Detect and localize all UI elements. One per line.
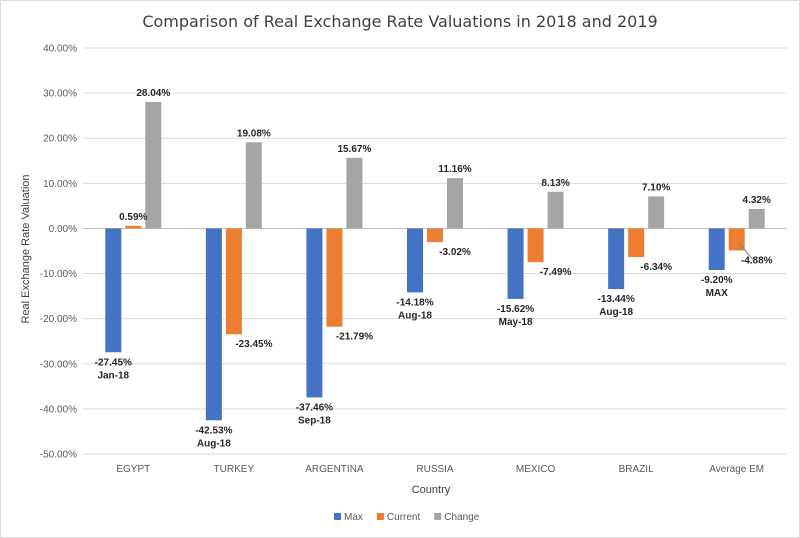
y-tick-label: 10.00%	[43, 179, 77, 190]
y-tick-label: -40.00%	[40, 404, 77, 415]
data-label: -6.34%	[640, 262, 672, 273]
bar-change	[447, 178, 463, 229]
data-label: -42.53%	[195, 425, 232, 436]
data-label: -14.18%	[396, 297, 433, 308]
bar-change	[346, 157, 363, 229]
y-axis-title: Real Exchange Rate Valuation	[20, 174, 32, 323]
bar-change	[145, 101, 162, 229]
x-tick-label: RUSSIA	[416, 464, 454, 475]
data-sublabel: Aug-18	[599, 307, 633, 318]
x-tick-label: MEXICO	[516, 464, 556, 475]
x-tick-label: EGYPT	[116, 464, 150, 475]
data-label: -4.88%	[741, 255, 773, 266]
bar-max	[507, 228, 524, 299]
bar-change	[748, 208, 765, 229]
legend-label: Current	[387, 512, 421, 523]
legend-swatch	[376, 513, 384, 520]
y-tick-labels: 40.00% 30.00% 20.00% 10.00% 0.00% -10.00% -20.…	[40, 44, 77, 461]
data-label: 8.13%	[541, 178, 569, 189]
bar-current	[326, 228, 343, 327]
x-tick-labels: EGYPT TURKEY ARGENTINA RUSSIA MEXICO BRAZIL Av…	[116, 464, 764, 475]
bar-change	[648, 196, 665, 229]
bar-current	[427, 228, 443, 243]
data-sublabel: Aug-18	[197, 438, 231, 449]
legend-swatch	[434, 513, 442, 520]
data-label: -3.02%	[439, 247, 471, 258]
y-tick-label: 20.00%	[43, 134, 77, 145]
data-sublabel: Aug-18	[398, 310, 432, 321]
bar-max	[708, 228, 725, 270]
bar-max	[205, 228, 222, 421]
data-label: -13.44%	[598, 294, 635, 305]
data-label: -9.20%	[701, 275, 733, 286]
y-tick-label: 0.00%	[49, 224, 77, 235]
x-tick-label: TURKEY	[214, 464, 255, 475]
data-label: -27.45%	[95, 357, 132, 368]
y-tick-label: -10.00%	[40, 269, 77, 280]
bar-change	[245, 142, 262, 229]
x-tick-label: ARGENTINA	[305, 464, 364, 475]
data-label: -23.45%	[235, 339, 272, 350]
data-sublabel: Jan-18	[97, 370, 129, 381]
bar-max	[306, 228, 323, 398]
x-tick-label: BRAZIL	[619, 464, 654, 475]
data-sublabel: Sep-18	[298, 415, 331, 426]
data-label: 0.59%	[119, 212, 147, 223]
bar-max	[105, 228, 122, 353]
y-tick-label: 40.00%	[43, 44, 77, 55]
data-sublabel: May-18	[499, 317, 533, 328]
y-tick-label: -20.00%	[40, 314, 77, 325]
data-label: -15.62%	[497, 304, 534, 315]
legend-swatch	[334, 513, 341, 520]
bar-max	[407, 228, 423, 293]
x-axis-title: Country	[412, 484, 451, 496]
leader-line	[738, 242, 754, 260]
bar-current	[225, 228, 242, 335]
legend: Max Current Change	[334, 512, 480, 523]
data-label: 19.08%	[237, 128, 271, 139]
bar-current	[527, 228, 544, 263]
data-labels: -27.45% Jan-18 0.59% 28.04% -42.53% Aug-18 -23…	[95, 88, 773, 449]
data-label: -37.46%	[296, 402, 333, 413]
data-label: 4.32%	[743, 195, 771, 206]
bar-current	[125, 225, 142, 229]
y-tick-label: 30.00%	[43, 89, 77, 100]
data-label: -21.79%	[336, 332, 373, 343]
data-label: -7.49%	[540, 267, 572, 278]
data-sublabel: MAX	[706, 288, 729, 299]
legend-label: Change	[444, 512, 479, 523]
bars	[105, 101, 765, 421]
chart-title: Comparison of Real Exchange Rate Valuati…	[142, 12, 657, 31]
gridlines	[83, 47, 787, 455]
bar-max	[608, 228, 625, 290]
y-tick-label: -50.00%	[40, 450, 77, 461]
data-label: 15.67%	[337, 144, 371, 155]
data-label: 28.04%	[136, 88, 170, 99]
bar-change	[547, 191, 564, 229]
x-tick-label: Average EM	[709, 464, 764, 475]
y-tick-label: -30.00%	[40, 359, 77, 370]
data-label: 11.16%	[438, 164, 471, 175]
bar-current	[628, 228, 645, 258]
legend-label: Max	[344, 512, 363, 523]
data-label: 7.10%	[642, 182, 670, 193]
